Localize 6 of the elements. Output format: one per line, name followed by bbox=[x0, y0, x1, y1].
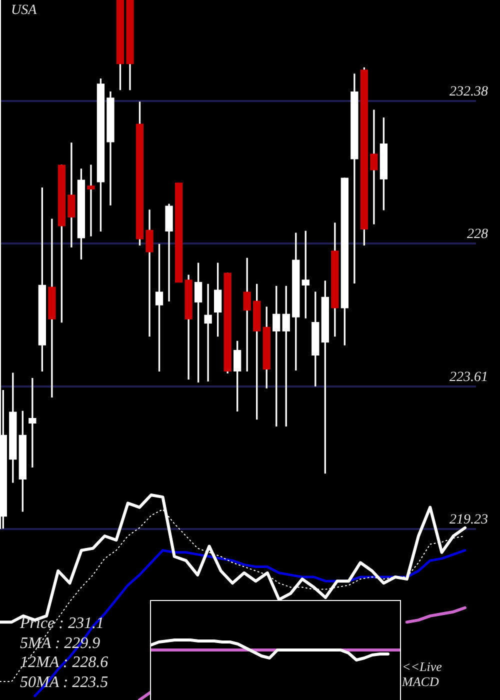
y-tick-label: 223.61 bbox=[450, 370, 488, 386]
y-tick-label: 228 bbox=[467, 227, 488, 242]
annotation: <<Live MACD bbox=[402, 659, 443, 689]
y-tick-label: 232.38 bbox=[450, 84, 488, 100]
chart-title: USA bbox=[11, 3, 37, 19]
y-tick-label: 219.23 bbox=[450, 512, 488, 528]
